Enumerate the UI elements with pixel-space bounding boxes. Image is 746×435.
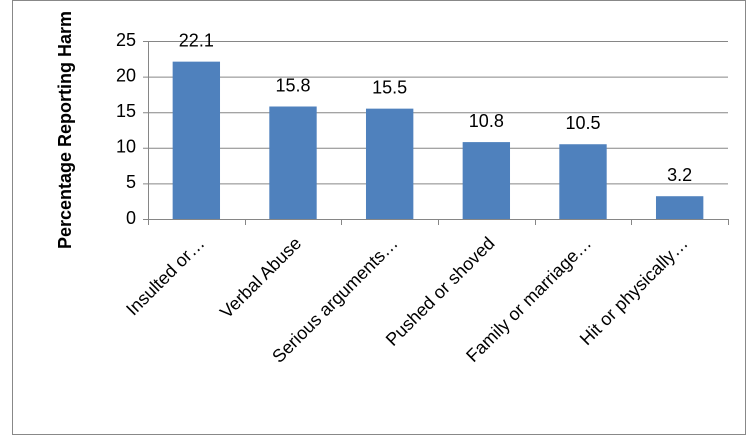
bar [559, 144, 607, 219]
data-label: 3.2 [667, 165, 692, 185]
y-tick-label: 10 [116, 137, 136, 157]
bar [365, 108, 414, 219]
y-tick-label: 5 [126, 172, 136, 192]
data-label: 22.1 [179, 30, 214, 50]
y-tick-label: 25 [116, 30, 136, 50]
bar [172, 61, 221, 220]
data-label: 10.5 [565, 113, 600, 133]
data-label: 15.5 [372, 77, 407, 97]
bar [462, 142, 511, 219]
data-label: 15.8 [275, 75, 310, 95]
y-tick-label: 0 [126, 208, 136, 228]
bar [655, 196, 704, 219]
y-tick-label: 15 [116, 101, 136, 121]
data-label: 10.8 [469, 111, 504, 131]
bar [269, 106, 317, 219]
y-tick-label: 20 [116, 65, 136, 85]
y-axis-title: Percentage Reporting Harm [55, 11, 75, 249]
